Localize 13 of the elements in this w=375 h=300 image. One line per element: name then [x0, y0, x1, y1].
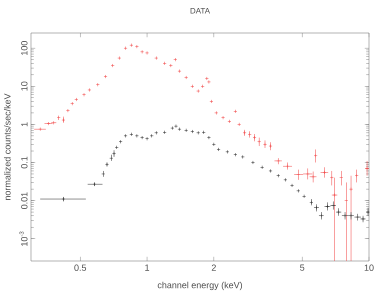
x-tick-label: 2 [212, 264, 216, 271]
y-tick-label: 0.01 [21, 192, 28, 209]
x-axis-title: channel energy (keV) [158, 282, 242, 290]
y-tick-label: 10$^{-3}$ [19, 232, 28, 246]
y-tick-label: 0.1 [21, 156, 28, 168]
x-tick-label: 1 [145, 264, 150, 271]
y-tick-label: 10 [21, 82, 28, 91]
x-tick-label: 5 [300, 264, 304, 271]
y-tick-label: 100 [21, 41, 28, 55]
x-tick-label: 10 [364, 264, 374, 271]
y-tick-label: 1 [21, 122, 28, 126]
x-tick-label: 0.5 [74, 264, 86, 271]
y-axis-title: normalized counts/sec/keV [4, 93, 11, 200]
